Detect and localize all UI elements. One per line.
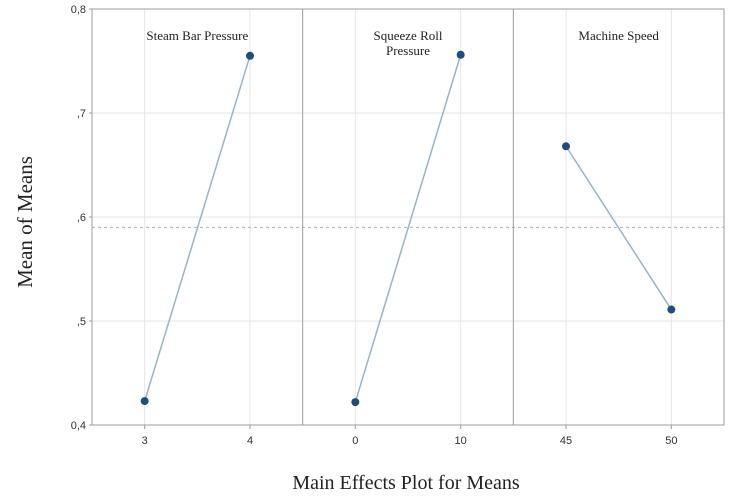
y-tick-label: ,5 [77, 316, 86, 328]
x-tick-label: 4 [247, 435, 253, 447]
y-tick-label: 0,4 [71, 420, 86, 432]
main-effect-line [143, 55, 251, 402]
series-group [140, 50, 676, 407]
x-tick-label: 50 [665, 435, 677, 447]
y-tick-label: 0,8 [71, 4, 86, 16]
x-tick-label: 10 [455, 435, 467, 447]
y-tick-label: ,6 [77, 212, 86, 224]
plot-border [91, 8, 725, 426]
gridlines [92, 9, 724, 425]
labels-group: 0,4 ,5 ,6 ,7 0,8 Steam Bar Pressure 3 4 Squeeze … [71, 4, 678, 447]
mean-point [456, 50, 465, 59]
main-effect-line [354, 54, 462, 403]
mean-point [667, 305, 676, 314]
plot-frame [89, 8, 725, 429]
mean-point [140, 397, 149, 406]
main-effect-line [565, 145, 672, 310]
x-axis-title: Main Effects Plot for Means [292, 472, 520, 494]
mean-point [351, 398, 360, 407]
panel-title: Steam Bar Pressure [146, 28, 248, 43]
y-tick-label: ,7 [77, 108, 86, 120]
panel-title: Pressure [386, 43, 430, 58]
x-tick-label: 45 [560, 435, 572, 447]
mean-point [562, 142, 570, 151]
panel-title: Machine Speed [578, 28, 659, 43]
y-axis-title: Mean of Means [13, 156, 37, 288]
panel-title: Squeeze Roll [374, 28, 443, 43]
x-tick-label: 3 [142, 435, 148, 447]
x-tick-label: 0 [352, 435, 358, 447]
mean-point [246, 51, 254, 60]
